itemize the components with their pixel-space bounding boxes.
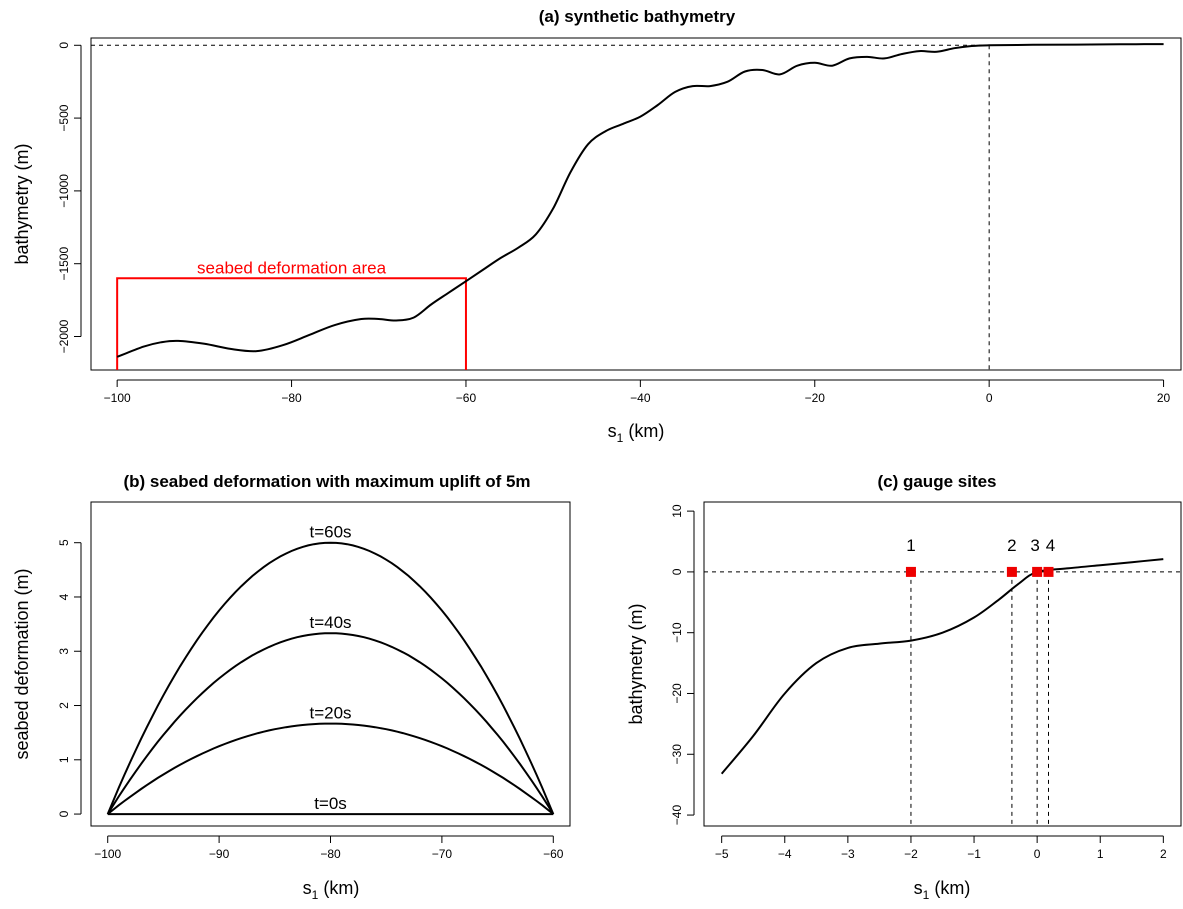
gauge-3-marker bbox=[1032, 566, 1043, 577]
curve-label-t-40s: t=40s bbox=[309, 613, 351, 632]
panel-b-y-axis: 0 1 2 3 4 5 bbox=[57, 539, 82, 817]
panel-c-x-tick-label: −4 bbox=[778, 847, 792, 861]
panel-b-x-tick-label: −60 bbox=[543, 847, 564, 861]
panel-b-y-tick-label: 1 bbox=[57, 756, 71, 763]
panel-c-x-tick-label: −5 bbox=[715, 847, 729, 861]
nearshore-bathymetry-line bbox=[720, 558, 1164, 775]
panel-c-y-tick-label: −20 bbox=[670, 683, 684, 704]
panel-a-x-axis-label: s1 (km) bbox=[608, 421, 665, 445]
panel-a-y-axis: 0 −500 −1000 −1500 −2000 bbox=[57, 42, 82, 353]
panel-a-x-tick-label: −40 bbox=[630, 391, 651, 405]
panel-b-x-tick-label: −80 bbox=[320, 847, 341, 861]
gauge-4-marker bbox=[1043, 566, 1054, 577]
deformation-area-label: seabed deformation area bbox=[197, 258, 387, 277]
panel-b-y-tick-label: 3 bbox=[57, 648, 71, 655]
panel-c-title: (c) gauge sites bbox=[877, 472, 996, 491]
gauge-2-label: 2 bbox=[1007, 536, 1016, 555]
panel-a-y-tick-label: −1000 bbox=[57, 174, 71, 208]
panel-b-y-tick-label: 4 bbox=[57, 593, 71, 600]
panel-c-x-tick-label: −1 bbox=[967, 847, 981, 861]
panel-a-synthetic-bathymetry: (a) synthetic bathymetry seabed deformat… bbox=[12, 7, 1182, 445]
panel-c-y-axis-label: bathymetry (m) bbox=[626, 603, 646, 724]
panel-a-x-tick-label: −20 bbox=[805, 391, 826, 405]
curve-label-t-0s: t=0s bbox=[314, 794, 347, 813]
curve-label-t-60s: t=60s bbox=[309, 523, 351, 542]
gauge-1-marker bbox=[905, 566, 916, 577]
deformation-curve-t-40s bbox=[106, 632, 555, 815]
panel-a-y-tick-label: −1500 bbox=[57, 247, 71, 281]
bathymetry-profile-line bbox=[116, 43, 1164, 358]
panel-b-seabed-deformation: (b) seabed deformation with maximum upli… bbox=[12, 472, 571, 902]
panel-b-series bbox=[106, 541, 555, 816]
panel-a-deformation-area-box bbox=[116, 277, 467, 370]
panel-c-x-tick-label: −2 bbox=[904, 847, 918, 861]
panel-a-reference-lines bbox=[91, 44, 990, 370]
deformation-curve-t-60s bbox=[106, 541, 555, 815]
panel-c-x-tick-label: 0 bbox=[1034, 847, 1041, 861]
panel-c-plot-frame bbox=[703, 501, 1182, 827]
panel-c-y-tick-label: −30 bbox=[670, 744, 684, 765]
deformation-curve-t-20s bbox=[107, 722, 554, 815]
panel-a-y-tick-label: −2000 bbox=[57, 319, 71, 353]
panel-a-x-tick-label: −80 bbox=[281, 391, 302, 405]
panel-c-y-tick-label: −40 bbox=[670, 805, 684, 826]
panel-c-x-tick-label: 2 bbox=[1160, 847, 1167, 861]
panel-c-series bbox=[720, 558, 1164, 775]
gauge-2-marker bbox=[1006, 566, 1017, 577]
panel-a-title: (a) synthetic bathymetry bbox=[539, 7, 736, 26]
gauge-3-label: 3 bbox=[1030, 536, 1039, 555]
panel-a-plot-frame bbox=[90, 37, 1182, 371]
panel-c-x-axis: −5 −4 −3 −2 −1 0 1 2 bbox=[715, 835, 1167, 861]
panel-a-x-axis: −100 −80 −60 −40 −20 0 20 bbox=[104, 379, 1171, 405]
panel-a-y-axis-label: bathymetry (m) bbox=[12, 143, 32, 264]
panel-c-y-tick-label: −10 bbox=[670, 622, 684, 643]
panel-c-x-tick-label: 1 bbox=[1097, 847, 1104, 861]
panel-b-y-axis-label: seabed deformation (m) bbox=[12, 568, 32, 759]
panel-c-y-tick-label: 0 bbox=[670, 568, 684, 575]
panel-a-y-tick-label: 0 bbox=[57, 42, 71, 49]
panel-a-x-tick-label: −60 bbox=[456, 391, 477, 405]
deformation-area-outline bbox=[116, 277, 467, 370]
panel-b-x-axis-label: s1 (km) bbox=[303, 878, 360, 902]
panel-b-curve-labels: t=0s t=20s t=40s t=60s bbox=[309, 523, 351, 813]
panel-b-x-tick-label: −70 bbox=[432, 847, 453, 861]
panel-b-title: (b) seabed deformation with maximum upli… bbox=[123, 472, 530, 491]
panel-c-x-axis-label: s1 (km) bbox=[914, 878, 971, 902]
panel-b-plot-frame bbox=[90, 501, 571, 827]
panel-c-y-tick-label: 10 bbox=[670, 504, 684, 518]
panel-b-y-tick-label: 2 bbox=[57, 702, 71, 709]
gauge-4-label: 4 bbox=[1046, 536, 1055, 555]
panel-b-y-tick-label: 0 bbox=[57, 810, 71, 817]
panel-b-x-tick-label: −90 bbox=[209, 847, 230, 861]
panel-c-x-tick-label: −3 bbox=[841, 847, 855, 861]
panel-a-x-tick-label: 20 bbox=[1157, 391, 1171, 405]
panel-a-x-tick-label: −100 bbox=[104, 391, 131, 405]
panel-b-y-tick-label: 5 bbox=[57, 539, 71, 546]
panel-a-y-tick-label: −500 bbox=[57, 104, 71, 131]
panel-c-y-axis: 10 0 −10 −20 −30 −40 bbox=[670, 504, 695, 826]
panel-b-x-axis: −100 −90 −80 −70 −60 bbox=[94, 835, 564, 861]
panel-a-series bbox=[116, 43, 1164, 358]
panel-b-x-tick-label: −100 bbox=[94, 847, 121, 861]
panel-a-x-tick-label: 0 bbox=[986, 391, 993, 405]
gauge-1-label: 1 bbox=[906, 536, 915, 555]
curve-label-t-20s: t=20s bbox=[309, 704, 351, 723]
